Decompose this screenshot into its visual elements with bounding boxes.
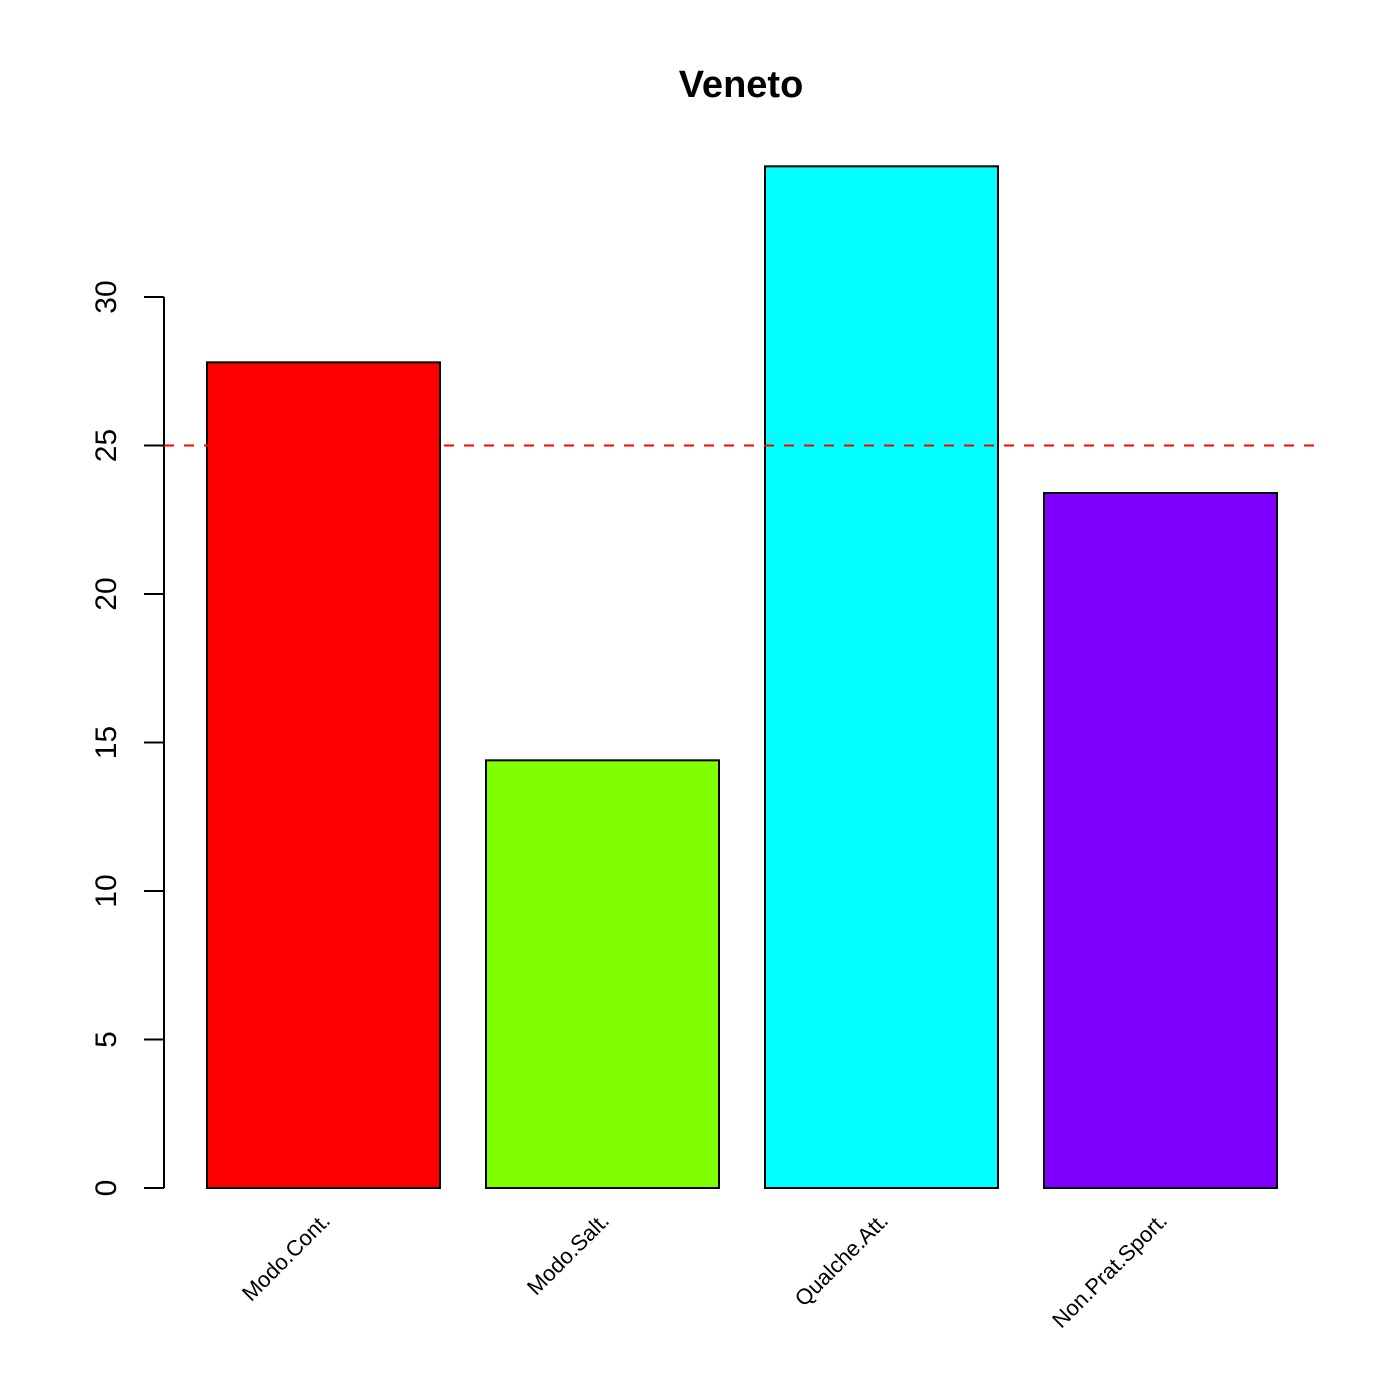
y-tick-label-5: 5 [90,1031,123,1048]
bars [206,165,1278,1189]
bar-modo-cont [206,361,441,1189]
bar-qualche-att [764,165,999,1189]
category-label-1: Modo.Salt. [522,1208,614,1300]
category-label-2: Qualche.Att. [790,1208,893,1311]
y-tick-label-25: 25 [90,429,123,462]
y-tick-label-30: 30 [90,280,123,313]
y-tick-label-0: 0 [90,1180,123,1197]
y-axis-ticks: 0 5 10 15 20 25 30 [90,280,164,1196]
chart-title: Veneto [679,64,804,106]
bar-modo-salt [485,759,720,1189]
category-labels: Modo.Cont. Modo.Salt. Qualche.Att. Non.Prat… [237,1208,1172,1333]
category-label-3: Non.Prat.Sport. [1047,1208,1172,1333]
bar-non-prat-sport [1043,492,1278,1189]
y-tick-label-15: 15 [90,726,123,759]
category-label-0: Modo.Cont. [237,1208,335,1306]
y-tick-label-10: 10 [90,874,123,907]
y-tick-label-20: 20 [90,577,123,610]
